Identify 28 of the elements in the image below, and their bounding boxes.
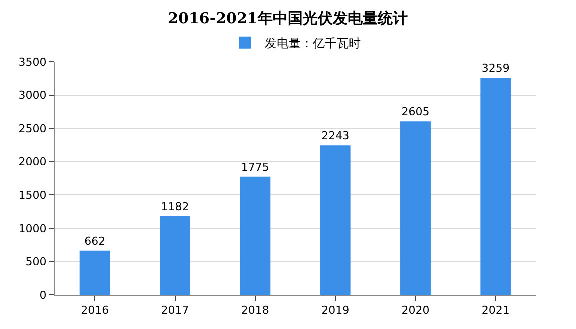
data-label: 1182 [161, 200, 190, 214]
bar [400, 122, 431, 295]
chart-title: 2016-2021年中国光伏发电量统计 [168, 10, 408, 28]
bar [80, 250, 110, 295]
y-tick-label: 1500 [18, 188, 47, 202]
y-tick-label: 500 [26, 256, 47, 269]
x-tick-label: 2016 [81, 304, 110, 318]
data-label: 2605 [402, 106, 430, 119]
y-tick-label: 0 [40, 288, 47, 302]
x-tick-label: 2021 [482, 304, 510, 318]
y-tick-label: 3500 [18, 56, 47, 69]
bar [320, 146, 351, 295]
data-label: 662 [84, 234, 106, 248]
bar [240, 176, 271, 295]
data-label: 1775 [241, 160, 270, 174]
y-tick-label: 2000 [18, 156, 47, 169]
y-tick-label: 1000 [18, 222, 47, 236]
y-tick-label: 3000 [18, 89, 47, 102]
x-tick-label: 2018 [241, 304, 270, 318]
x-tick-label: 2019 [322, 304, 350, 318]
bar [160, 216, 190, 295]
data-label: 2243 [322, 130, 350, 143]
bar [480, 78, 512, 295]
x-tick-label: 2020 [402, 304, 430, 318]
data-label: 3259 [482, 62, 510, 76]
y-tick-label: 2500 [18, 122, 47, 136]
legend-label: 发电量：亿千瓦时 [265, 36, 361, 51]
x-tick-label: 2017 [161, 304, 190, 318]
